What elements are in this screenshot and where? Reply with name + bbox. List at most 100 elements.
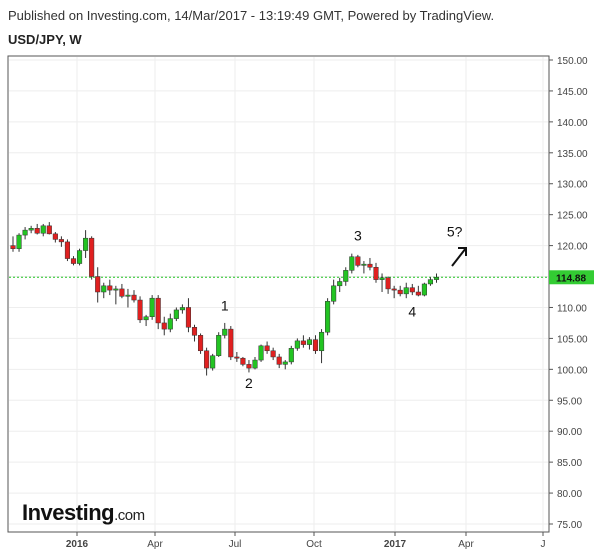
candle-body-up bbox=[288, 348, 294, 363]
wave-label: 5? bbox=[447, 223, 463, 239]
candle-body-up bbox=[349, 256, 355, 271]
candle-body-down bbox=[46, 225, 52, 235]
candle-body-up bbox=[113, 288, 119, 291]
candle-body-up bbox=[210, 355, 216, 369]
price-label-box bbox=[549, 270, 594, 285]
candle bbox=[161, 316, 167, 336]
candle bbox=[167, 313, 173, 333]
candle-body-up bbox=[173, 309, 179, 319]
candle bbox=[319, 329, 325, 364]
x-axis-ticks: 2016 Apr Jul Oct 2017 Apr J bbox=[66, 532, 546, 550]
candle-body-up bbox=[319, 331, 325, 352]
y-tick-label: 145.00 bbox=[557, 87, 588, 98]
candle-body-up bbox=[28, 228, 34, 231]
candle bbox=[343, 267, 349, 286]
candle bbox=[40, 223, 46, 237]
candle-body-down bbox=[367, 263, 373, 268]
candle bbox=[95, 267, 101, 303]
candle bbox=[83, 230, 89, 258]
candle bbox=[58, 236, 64, 247]
candle bbox=[331, 279, 337, 305]
candle bbox=[77, 248, 83, 266]
candle-body-down bbox=[234, 356, 240, 359]
candle-body-down bbox=[397, 289, 403, 295]
candle bbox=[119, 283, 125, 299]
y-tick-label: 150.00 bbox=[557, 56, 588, 67]
x-tick-label: 2016 bbox=[66, 539, 89, 550]
candle bbox=[191, 324, 198, 342]
candle-body-up bbox=[101, 285, 107, 293]
y-tick-label: 85.00 bbox=[557, 458, 582, 469]
price-label: 114.88 bbox=[556, 273, 586, 284]
x-tick-label: Apr bbox=[458, 539, 474, 550]
candle-body-down bbox=[185, 307, 191, 328]
candle-body-up bbox=[325, 301, 331, 333]
candle bbox=[216, 332, 222, 357]
candle-body-down bbox=[409, 287, 415, 293]
candle-body-up bbox=[258, 345, 264, 361]
candle-body-down bbox=[312, 339, 319, 352]
gridlines bbox=[9, 57, 548, 531]
candle-body-up bbox=[403, 287, 409, 295]
plot-frame bbox=[7, 55, 550, 533]
candle-body-up bbox=[337, 281, 343, 287]
x-tick-label: Jul bbox=[229, 539, 242, 550]
candle bbox=[234, 352, 240, 362]
candle bbox=[306, 337, 312, 350]
candle-body-down bbox=[89, 237, 95, 277]
candle-body-up bbox=[83, 237, 89, 251]
investing-logo: Investing.com bbox=[22, 500, 145, 526]
candle-body-down bbox=[385, 277, 391, 290]
candle-body-down bbox=[191, 327, 198, 336]
candle-body-down bbox=[204, 350, 210, 369]
candle-body-down bbox=[415, 291, 421, 296]
candle bbox=[409, 283, 415, 296]
candle bbox=[427, 277, 433, 286]
candle bbox=[379, 273, 385, 292]
candle-body-down bbox=[300, 340, 306, 345]
candle bbox=[101, 282, 107, 299]
candle-body-up bbox=[421, 283, 427, 296]
candle bbox=[385, 276, 391, 294]
y-tick-label: 75.00 bbox=[557, 520, 582, 531]
candle bbox=[64, 239, 71, 262]
candle bbox=[367, 257, 373, 271]
candle bbox=[325, 298, 331, 336]
candle bbox=[198, 333, 204, 354]
candle-body-up bbox=[282, 361, 288, 365]
published-line: Published on Investing.com, 14/Mar/2017 … bbox=[8, 8, 495, 23]
candle-body-down bbox=[355, 256, 361, 266]
candle bbox=[270, 347, 276, 361]
candle-body-down bbox=[391, 288, 397, 291]
candle bbox=[421, 282, 427, 297]
candle-body-down bbox=[264, 345, 270, 352]
candle-body-down bbox=[119, 288, 125, 297]
candle bbox=[276, 353, 282, 369]
candle bbox=[89, 236, 95, 280]
candle bbox=[149, 295, 155, 320]
candle bbox=[131, 290, 137, 303]
candle bbox=[155, 295, 161, 330]
candle bbox=[185, 298, 191, 333]
candle bbox=[373, 262, 379, 283]
candle bbox=[337, 277, 343, 292]
candle-body-down bbox=[70, 258, 77, 264]
candle-body-down bbox=[155, 297, 161, 324]
x-tick-label: Oct bbox=[306, 539, 322, 550]
y-tick-label: 110.00 bbox=[557, 303, 587, 314]
candle-body-up bbox=[16, 234, 22, 249]
candle bbox=[28, 225, 34, 234]
wave-label: 2 bbox=[245, 375, 253, 391]
candle-body-up bbox=[361, 263, 367, 266]
candle-body-up bbox=[379, 277, 385, 280]
symbol-title: USD/JPY, W bbox=[8, 32, 82, 47]
candle bbox=[125, 288, 131, 308]
candle-body-down bbox=[228, 328, 234, 358]
candle bbox=[415, 285, 421, 297]
y-tick-label: 140.00 bbox=[557, 118, 588, 129]
candle-body-up bbox=[125, 294, 131, 297]
candle bbox=[288, 345, 294, 365]
candle-body-down bbox=[137, 299, 143, 321]
wave-annotations: 1 2 3 4 5? bbox=[221, 223, 463, 391]
